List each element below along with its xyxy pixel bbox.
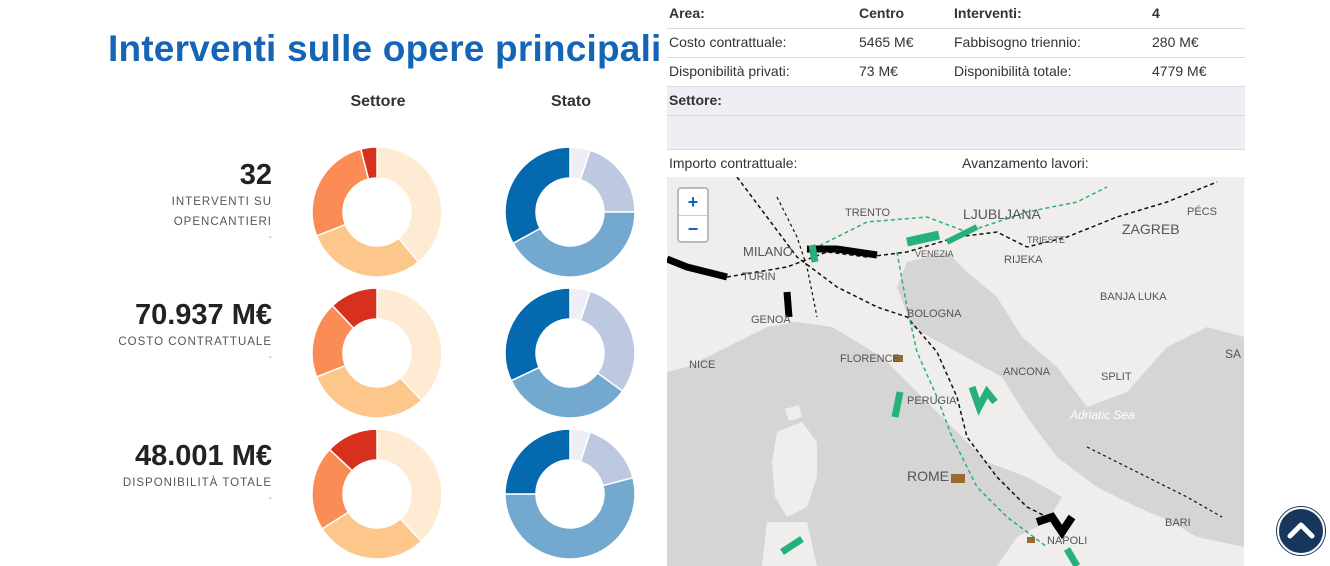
zoom-out-button[interactable]: −: [687, 219, 699, 239]
map-label: VENEZIA: [915, 249, 954, 259]
donut-slice[interactable]: [579, 149, 635, 213]
fabbisogno-value: 280 M€: [1152, 34, 1199, 50]
kpi-label: COSTO CONTRATTUALE: [118, 336, 272, 348]
map-label: TRIESTE: [1027, 235, 1066, 245]
importo-label: Importo contrattuale:: [669, 155, 798, 171]
zoom-control: + −: [677, 187, 709, 243]
donut-slice[interactable]: [312, 148, 370, 237]
kpi-label: OPENCANTIERI: [173, 216, 272, 228]
map-label: LJUBLJANA: [963, 206, 1041, 222]
avanzamento-label: Avanzamento lavori:: [962, 155, 1089, 171]
map-label: TRENTO: [845, 207, 891, 219]
stato-column-header: Stato: [551, 93, 591, 110]
settore-column-header: Settore: [350, 93, 406, 110]
donut-slice[interactable]: [315, 364, 423, 418]
kpi-value: 70.937 M€: [134, 299, 272, 331]
settore-donut[interactable]: [312, 429, 442, 559]
map-label: Adriatic Sea: [1070, 408, 1135, 422]
info-row: Settore:: [667, 87, 1245, 116]
map-label: NICE: [689, 359, 716, 371]
info-row: Area: Centro Interventi: 4: [667, 0, 1245, 29]
donut-slice[interactable]: [376, 147, 442, 264]
zoom-in-button[interactable]: +: [679, 189, 707, 216]
map-label: SA: [1225, 347, 1242, 361]
info-row: Disponibilità privati: 73 M€ Disponibili…: [667, 58, 1245, 87]
info-row: Importo contrattuale: Avanzamento lavori…: [667, 150, 1245, 179]
map-label: NAPOLI: [1047, 535, 1088, 547]
map-label: MILANO: [743, 244, 793, 259]
interventi-value: 4: [1152, 5, 1160, 21]
area-label: Area:: [669, 5, 705, 21]
donut-slice[interactable]: [510, 366, 624, 418]
map-label: ROME: [907, 468, 949, 484]
map-label: PERUGIA: [907, 395, 957, 407]
donut-slice[interactable]: [331, 288, 378, 330]
area-info-table: Area: Centro Interventi: 4 Costo contrat…: [667, 0, 1245, 179]
settore-donut[interactable]: [312, 288, 442, 418]
donut-slice[interactable]: [376, 429, 442, 543]
donut-slice[interactable]: [321, 511, 423, 559]
privati-value: 73 M€: [859, 63, 898, 79]
donut-slice[interactable]: [315, 223, 420, 277]
fabbisogno-label: Fabbisogno triennio:: [954, 34, 1081, 50]
map-label: FLORENCE: [840, 353, 900, 365]
donut-slice[interactable]: [505, 476, 635, 559]
totale-value: 4779 M€: [1152, 63, 1207, 79]
map-label: TURIN: [742, 271, 776, 283]
settore-value-row: [667, 116, 1245, 150]
info-row: Costo contrattuale: 5465 M€ Fabbisogno t…: [667, 29, 1245, 58]
settore-donut[interactable]: [312, 147, 442, 277]
kpi-disponibilita: 48.001 M€ DISPONIBILITÀ TOTALE -: [32, 439, 272, 505]
stato-donut[interactable]: [505, 147, 635, 277]
scroll-to-top-button[interactable]: [1277, 507, 1325, 555]
kpi-footnote: -: [268, 493, 272, 504]
costo-label: Costo contrattuale:: [669, 34, 787, 50]
map-label: BARI: [1165, 517, 1191, 529]
donut-slice[interactable]: [376, 288, 442, 402]
settore-label: Settore:: [669, 92, 722, 108]
kpi-costo: 70.937 M€ COSTO CONTRATTUALE -: [32, 298, 272, 364]
stato-donut[interactable]: [505, 288, 635, 418]
kpi-label: DISPONIBILITÀ TOTALE: [122, 477, 272, 489]
map-label: ANCONA: [1003, 366, 1051, 378]
kpi-value: 48.001 M€: [134, 440, 272, 472]
totale-label: Disponibilità totale:: [954, 63, 1072, 79]
kpi-footnote: -: [268, 232, 272, 243]
donut-slice[interactable]: [505, 147, 571, 245]
interventi-label: Interventi:: [954, 5, 1022, 21]
costo-value: 5465 M€: [859, 34, 914, 50]
donut-slice[interactable]: [505, 429, 571, 495]
map-label: RIJEKA: [1004, 254, 1043, 266]
map-label: BOLOGNA: [907, 308, 962, 320]
kpi-label: INTERVENTI SU: [171, 196, 272, 208]
chevron-up-icon: [1287, 522, 1315, 539]
kpi-footnote: -: [268, 352, 272, 363]
donut-slice[interactable]: [579, 431, 634, 487]
kpi-interventi: 32 INTERVENTI SU OPENCANTIERI -: [32, 158, 272, 244]
map-label: GENOA: [751, 314, 791, 326]
donut-slice[interactable]: [579, 290, 635, 393]
map-canvas[interactable]: [667, 177, 1244, 566]
kpi-value: 32: [239, 159, 272, 191]
donut-slice[interactable]: [512, 211, 635, 277]
stato-donut[interactable]: [505, 429, 635, 559]
map-label: SPLIT: [1101, 371, 1132, 383]
donut-slice[interactable]: [359, 147, 378, 180]
map-label: ZAGREB: [1122, 221, 1180, 237]
privati-label: Disponibilità privati:: [669, 63, 790, 79]
donut-slice[interactable]: [505, 288, 571, 382]
map-label: PÉCS: [1187, 206, 1217, 218]
map-label: BANJA LUKA: [1100, 291, 1167, 303]
page-title: Interventi sulle opere principali: [108, 28, 662, 69]
area-value: Centro: [859, 5, 905, 21]
donut-slice[interactable]: [328, 429, 378, 472]
map[interactable]: TRENTO LJUBLJANA ZAGREB PÉCS MILANO TURI…: [667, 177, 1244, 566]
